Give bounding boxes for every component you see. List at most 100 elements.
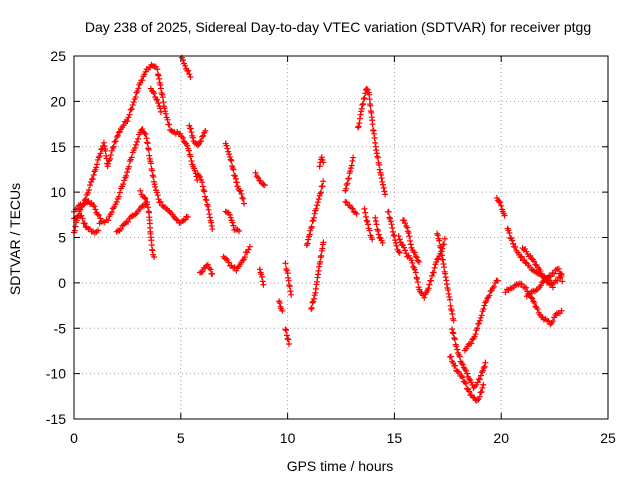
data-point (549, 318, 556, 325)
data-point (142, 195, 149, 202)
data-point (318, 189, 325, 196)
data-point (413, 254, 420, 261)
data-point (92, 206, 99, 213)
data-point (110, 143, 117, 150)
data-point (283, 327, 290, 334)
data-point (404, 224, 411, 231)
data-point (182, 62, 189, 69)
data-point (115, 129, 122, 136)
data-point (310, 214, 317, 221)
data-point (362, 213, 369, 220)
data-point (187, 125, 194, 132)
y-tick-label: 15 (50, 139, 66, 155)
y-tick-label: 10 (50, 184, 66, 200)
data-point (449, 329, 456, 336)
data-point (412, 269, 419, 276)
data-point (446, 296, 453, 303)
data-point (452, 362, 459, 369)
data-point (304, 240, 311, 247)
data-point (185, 147, 192, 154)
data-point (366, 227, 373, 234)
data-point (440, 241, 447, 248)
data-point (105, 217, 112, 224)
data-point (407, 241, 414, 248)
data-point (541, 277, 548, 284)
data-point (157, 81, 164, 88)
data-point (151, 90, 158, 97)
y-tick-label: -15 (46, 411, 66, 427)
data-point (157, 105, 164, 112)
data-point (319, 183, 326, 190)
data-point (89, 175, 96, 182)
data-point (409, 259, 416, 266)
data-point (314, 202, 321, 209)
data-point (549, 284, 556, 291)
data-point (466, 375, 473, 382)
data-point (154, 71, 161, 78)
data-point (125, 218, 132, 225)
data-point (187, 153, 194, 160)
data-point (402, 220, 409, 227)
data-point (357, 111, 364, 118)
data-point (230, 222, 237, 229)
data-point (195, 172, 202, 179)
data-point (201, 188, 208, 195)
data-point (232, 173, 239, 180)
data-point (425, 285, 432, 292)
data-point (308, 305, 315, 312)
data-point (139, 77, 146, 84)
data-point (241, 254, 248, 261)
data-point (313, 205, 320, 212)
data-point (477, 389, 484, 396)
data-point (154, 96, 161, 103)
data-point (398, 241, 405, 248)
data-point (202, 193, 209, 200)
data-point (558, 273, 565, 280)
data-point (458, 373, 465, 380)
data-point (132, 94, 139, 101)
data-point (141, 130, 148, 137)
data-point (428, 277, 435, 284)
data-point (308, 223, 315, 230)
data-point (130, 99, 137, 106)
data-point (187, 73, 194, 80)
data-point (85, 198, 92, 205)
data-point (71, 227, 78, 234)
data-point (353, 210, 360, 217)
data-point (480, 381, 487, 388)
data-point (488, 287, 495, 294)
data-point (90, 171, 97, 178)
data-point (157, 198, 164, 205)
data-point (476, 317, 483, 324)
data-point (128, 154, 135, 161)
data-point (157, 85, 164, 92)
data-point (358, 108, 365, 115)
data-point (428, 272, 435, 279)
data-point (197, 173, 204, 180)
data-point (252, 169, 259, 176)
data-point (155, 72, 162, 79)
y-tick-label: 20 (50, 93, 66, 109)
data-point (459, 361, 466, 368)
data-point (554, 277, 561, 284)
data-point (481, 363, 488, 370)
data-point (239, 195, 246, 202)
data-point (154, 66, 161, 73)
data-point (474, 325, 481, 332)
x-tick-label: 10 (280, 430, 296, 446)
data-point (392, 237, 399, 244)
data-point (288, 291, 295, 298)
data-point (315, 196, 322, 203)
data-point (97, 150, 104, 157)
data-point (226, 211, 233, 218)
data-point (449, 311, 456, 318)
data-point (164, 116, 171, 123)
data-point (226, 151, 233, 158)
data-point (162, 108, 169, 115)
data-point (153, 96, 160, 103)
data-point (537, 282, 544, 289)
data-point (150, 173, 157, 180)
data-point (441, 235, 448, 242)
data-point (355, 124, 362, 131)
